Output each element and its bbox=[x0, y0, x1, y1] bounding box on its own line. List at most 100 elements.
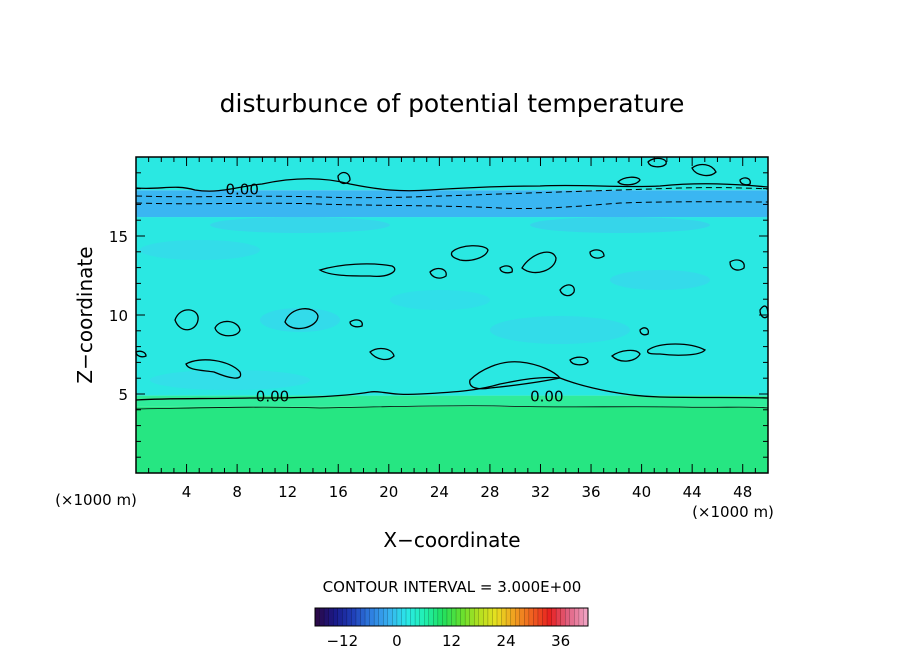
contour-cell bbox=[174, 309, 199, 331]
colorbar-swatch bbox=[519, 608, 525, 626]
colorbar-swatch bbox=[451, 608, 457, 626]
contour-lines bbox=[135, 157, 769, 410]
colorbar-swatch bbox=[528, 608, 534, 626]
x-tick-label: 8 bbox=[232, 483, 242, 501]
field-band bbox=[136, 157, 768, 191]
contour-cell bbox=[284, 308, 319, 330]
contour-zero-upper bbox=[135, 178, 769, 192]
colorbar-tick-label: −12 bbox=[326, 632, 358, 650]
contour-cell bbox=[135, 350, 147, 358]
colorbar-swatch bbox=[319, 608, 325, 626]
colorbar-swatch bbox=[547, 608, 552, 626]
x-axis-label: X−coordinate bbox=[383, 528, 520, 552]
contour-cell bbox=[646, 343, 707, 356]
contour-cell bbox=[521, 251, 557, 274]
field-anomaly bbox=[260, 308, 340, 332]
colorbar-swatch bbox=[392, 608, 398, 626]
colorbar-swatch bbox=[537, 608, 543, 626]
colorbar-swatch bbox=[324, 608, 330, 626]
contour-label: 0.00 bbox=[256, 388, 289, 406]
colorbar-swatch bbox=[328, 608, 334, 626]
colorbar-swatch bbox=[433, 608, 439, 626]
x-tick-label: 24 bbox=[430, 483, 449, 501]
colorbar-swatch bbox=[355, 608, 361, 626]
contour-cell bbox=[185, 359, 242, 379]
colorbar-swatch bbox=[346, 608, 352, 626]
x-unit-label-left: (×1000 m) bbox=[55, 491, 137, 509]
colorbar-swatch bbox=[524, 608, 530, 626]
contour-cell bbox=[611, 349, 641, 362]
field-band bbox=[136, 395, 768, 407]
contour-cell bbox=[739, 177, 751, 186]
x-unit-label-right: (×1000 m) bbox=[692, 503, 774, 521]
colorbar-swatch bbox=[369, 608, 375, 626]
contour-cell bbox=[369, 347, 395, 361]
colorbar-swatch bbox=[492, 608, 498, 626]
y-axis-label: Z−coordinate bbox=[73, 246, 97, 383]
colorbar-swatch bbox=[456, 608, 461, 626]
colorbar-swatch bbox=[337, 608, 343, 626]
colorbar-tick-label: 0 bbox=[392, 632, 402, 650]
field-band bbox=[136, 406, 768, 473]
x-tick-label: 16 bbox=[329, 483, 348, 501]
temperature-field bbox=[136, 157, 768, 473]
colorbar-swatch bbox=[396, 608, 402, 626]
x-tick-label: 48 bbox=[733, 483, 752, 501]
colorbar-swatch bbox=[469, 608, 475, 626]
x-tick-label: 44 bbox=[683, 483, 702, 501]
colorbar-tick-label: 24 bbox=[497, 632, 516, 650]
field-anomaly bbox=[390, 290, 490, 310]
colorbar-swatch bbox=[542, 608, 548, 626]
colorbar-swatch bbox=[497, 608, 502, 626]
x-tick-label: 12 bbox=[278, 483, 297, 501]
colorbar-frame bbox=[314, 607, 589, 627]
x-tick-label: 28 bbox=[480, 483, 499, 501]
chart-title: disturbunce of potential temperature bbox=[220, 89, 685, 118]
colorbar-swatch bbox=[374, 608, 380, 626]
field-anomaly bbox=[150, 370, 310, 390]
contour-cell bbox=[429, 267, 447, 279]
x-tick-label: 20 bbox=[379, 483, 398, 501]
colorbar-swatch bbox=[406, 608, 411, 626]
colorbar-swatch bbox=[560, 608, 566, 626]
colorbar-swatch bbox=[424, 608, 430, 626]
colorbar-swatch bbox=[410, 608, 416, 626]
colorbar-swatch bbox=[578, 608, 584, 626]
contour-negative-1 bbox=[135, 187, 769, 199]
colorbar-swatch bbox=[383, 608, 389, 626]
y-tick-label: 15 bbox=[109, 228, 128, 246]
colorbar-swatch bbox=[487, 608, 493, 626]
y-tick-label: 5 bbox=[118, 386, 128, 404]
contour-cell bbox=[469, 361, 562, 390]
field-anomaly bbox=[610, 270, 710, 290]
colorbar-swatch bbox=[515, 608, 521, 626]
colorbar-swatch bbox=[510, 608, 516, 626]
colorbar-swatch bbox=[315, 608, 320, 626]
colorbar-tick-label: 36 bbox=[551, 632, 570, 650]
colorbar-swatch bbox=[351, 608, 357, 626]
contour-cell bbox=[589, 249, 605, 259]
field-anomaly bbox=[210, 217, 390, 233]
contour-interval-text: CONTOUR INTERVAL = 3.000E+00 bbox=[323, 578, 582, 596]
contour-label: 0.00 bbox=[225, 181, 258, 199]
colorbar-swatch bbox=[501, 608, 507, 626]
contour-cell bbox=[318, 263, 396, 277]
y-tick-label: 10 bbox=[109, 307, 128, 325]
colorbar-swatch bbox=[556, 608, 562, 626]
x-tick-label: 36 bbox=[581, 483, 600, 501]
contour-label: 0.00 bbox=[530, 388, 563, 406]
colorbar-swatch bbox=[428, 608, 434, 626]
colorbar-swatch bbox=[365, 608, 370, 626]
contour-cell bbox=[691, 163, 717, 177]
colorbar-swatch bbox=[419, 608, 425, 626]
contour-cell bbox=[450, 245, 489, 262]
x-tick-label: 40 bbox=[632, 483, 651, 501]
contour-negative-2 bbox=[135, 201, 769, 210]
colorbar-swatch bbox=[574, 608, 580, 626]
colorbar-swatch bbox=[442, 608, 448, 626]
colorbar-swatch bbox=[401, 608, 407, 626]
x-tick-label: 32 bbox=[531, 483, 550, 501]
contour-cell bbox=[499, 265, 513, 274]
contour-zero-lower bbox=[135, 376, 769, 401]
field-anomaly bbox=[140, 240, 260, 260]
